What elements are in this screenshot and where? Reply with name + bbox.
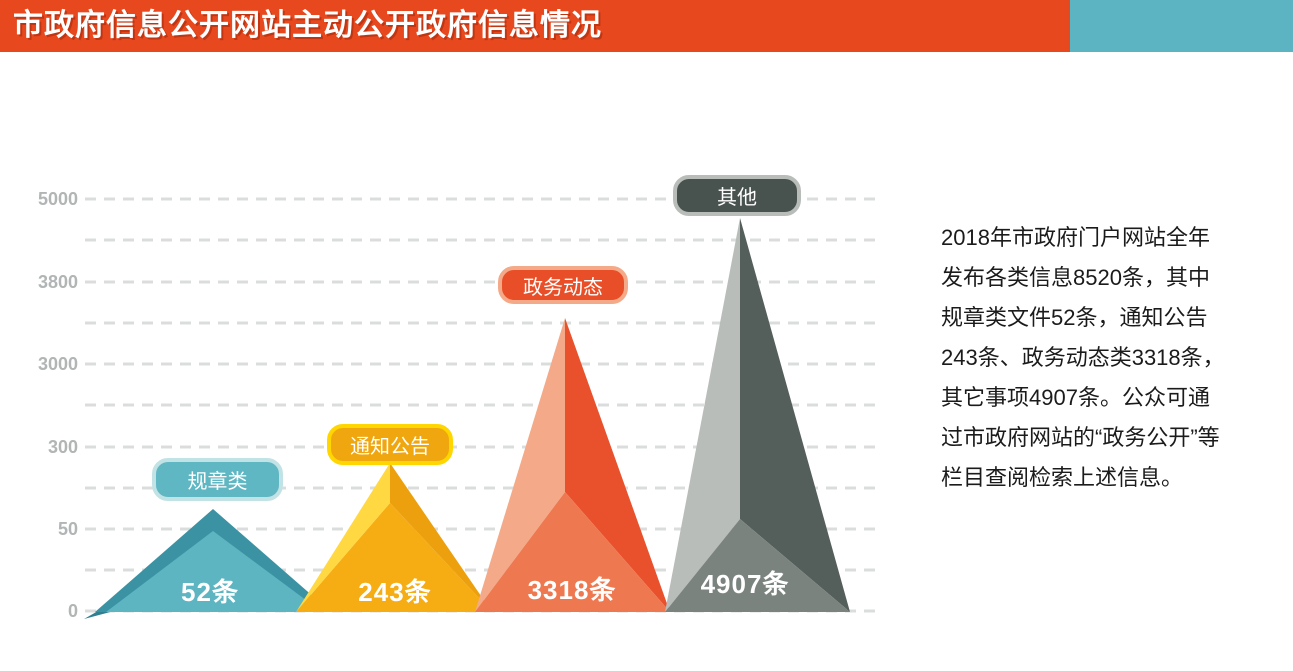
- y-tick-3000: 3000: [37, 354, 78, 374]
- value-label-guizhanglei: 52条: [181, 577, 239, 607]
- y-tick-300: 300: [47, 437, 78, 457]
- mountain-zhengwudongtai-right: [565, 318, 670, 612]
- mountain-tongzhigonggao: [296, 463, 492, 612]
- mountain-qita-front: [665, 519, 850, 612]
- description-line: 发布各类信息8520条，其中: [941, 265, 1210, 290]
- y-tick-5000: 5000: [37, 189, 78, 209]
- y-tick-50: 50: [57, 519, 78, 539]
- mountain-qita-right: [740, 218, 850, 612]
- badge-qita: 其他: [673, 175, 801, 216]
- mountain-guizhanglei: [84, 509, 331, 619]
- mountain-tongzhigonggao-front: [296, 503, 492, 612]
- badge-qita-label: 其他: [717, 187, 757, 209]
- value-label-zhengwudongtai: 3318条: [527, 575, 617, 605]
- description-line: 243条、政务动态类3318条，: [941, 345, 1225, 370]
- y-tick-0: 0: [67, 601, 78, 621]
- mountain-tongzhigonggao-left: [296, 463, 390, 612]
- mountain-zhengwudongtai-left: [475, 318, 565, 612]
- value-label-tongzhigonggao: 243条: [358, 577, 432, 607]
- mountain-qita-left: [665, 218, 740, 612]
- mountain-qita: [665, 218, 850, 612]
- header-bar: 市政府信息公开网站主动公开政府信息情况: [0, 0, 1070, 52]
- mountain-zhengwudongtai-front: [475, 492, 670, 612]
- page-title: 市政府信息公开网站主动公开政府信息情况: [13, 9, 602, 42]
- badge-zhengwudongtai: 政务动态: [498, 266, 628, 304]
- description-line: 其它事项4907条。公众可通: [941, 385, 1210, 410]
- y-tick-3800: 3800: [37, 272, 78, 292]
- value-label-qita: 4907条: [700, 569, 790, 599]
- badge-tongzhigonggao-label: 通知公告: [350, 436, 430, 458]
- badge-tongzhigonggao: 通知公告: [327, 424, 453, 465]
- badge-guizhanglei-label: 规章类: [187, 471, 248, 493]
- mountain-guizhanglei-inner: [106, 531, 322, 612]
- description-line: 规章类文件52条，通知公告: [941, 305, 1208, 330]
- description-block: 2018年市政府门户网站全年 发布各类信息8520条，其中 规章类文件52条，通…: [941, 218, 1231, 498]
- description-line: 2018年市政府门户网站全年: [941, 225, 1210, 250]
- description-line: 栏目查阅检索上述信息。: [941, 465, 1184, 490]
- badge-zhengwudongtai-label: 政务动态: [523, 276, 603, 299]
- header-accent-block: [1070, 0, 1293, 52]
- description-line: 过市政府网站的“政务公开”等: [941, 425, 1220, 450]
- mountain-zhengwudongtai: [475, 318, 670, 612]
- badge-guizhanglei: 规章类: [152, 458, 283, 501]
- mountain-guizhanglei-foot: [84, 611, 114, 619]
- mountain-tongzhigonggao-right: [390, 463, 492, 612]
